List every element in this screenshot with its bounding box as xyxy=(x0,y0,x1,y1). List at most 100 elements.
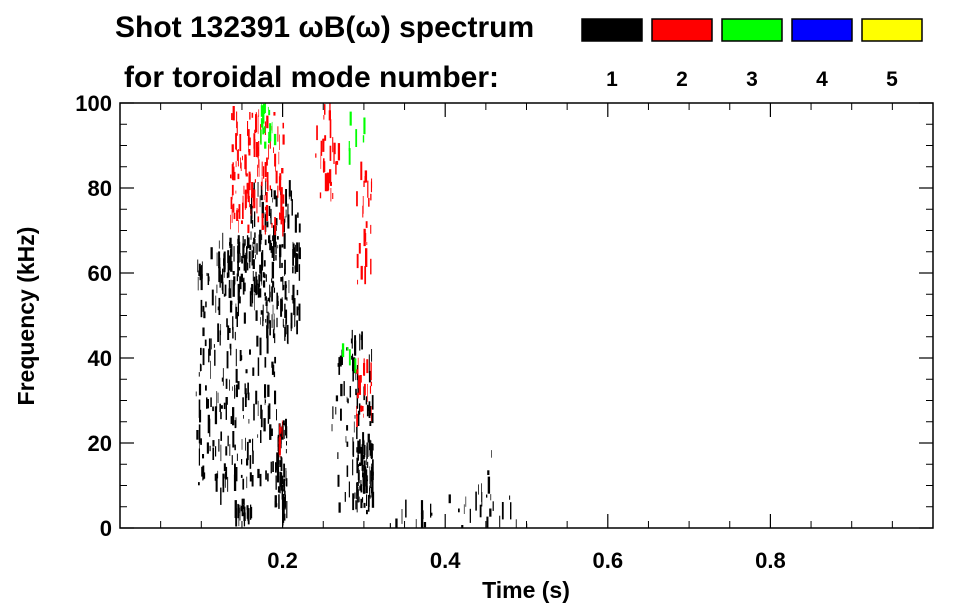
spectrum-mark-mode-3 xyxy=(355,129,358,147)
spectrum-mark-mode-2 xyxy=(232,162,234,166)
spectrum-mark-mode-1 xyxy=(198,424,201,444)
spectrum-mark-mode-1 xyxy=(229,237,232,249)
spectrum-mark-mode-1 xyxy=(356,482,358,496)
spectrum-mark-mode-1 xyxy=(369,495,371,499)
spectrum-mark-mode-3 xyxy=(261,105,263,111)
spectrum-mark-mode-1 xyxy=(211,338,213,350)
spectrum-mark-mode-1 xyxy=(355,366,357,381)
spectrum-mark-mode-1 xyxy=(240,505,243,512)
spectrum-mark-mode-1 xyxy=(225,466,228,480)
spectrum-mark-mode-1 xyxy=(257,283,260,295)
spectrum-mark-mode-2 xyxy=(278,151,280,165)
spectrum-mark-mode-2 xyxy=(257,164,258,177)
spectrum-mark-mode-1 xyxy=(230,416,233,424)
spectrum-mark-mode-1 xyxy=(292,243,295,257)
spectrum-mark-mode-3 xyxy=(341,343,345,358)
spectrum-mark-mode-1 xyxy=(261,201,264,218)
spectrum-mark-mode-3 xyxy=(349,111,352,126)
spectrum-mark-mode-3 xyxy=(262,105,265,124)
spectrum-mark-mode-1 xyxy=(237,245,239,254)
spectrum-mark-mode-2 xyxy=(232,106,235,121)
spectrum-mark-mode-2 xyxy=(261,213,264,230)
spectrum-mark-mode-1 xyxy=(290,190,293,201)
spectrum-mark-mode-1 xyxy=(367,433,370,443)
spectrum-mark-mode-1 xyxy=(343,381,345,396)
spectrum-mark-mode-1 xyxy=(279,460,282,467)
spectrum-mark-mode-1 xyxy=(276,465,280,483)
spectrum-mark-mode-1 xyxy=(232,326,234,339)
spectrum-mark-mode-3 xyxy=(348,349,351,366)
spectrum-mark-mode-1 xyxy=(243,312,246,324)
spectrum-mark-mode-1 xyxy=(206,272,208,276)
spectrum-mark-mode-2 xyxy=(238,204,241,219)
spectrum-mark-mode-1 xyxy=(335,395,339,402)
spectrum-mark-mode-1 xyxy=(368,354,370,374)
spectrum-mark-mode-1 xyxy=(254,289,256,294)
spectrum-mark-mode-1 xyxy=(264,357,267,368)
spectrum-mark-mode-2 xyxy=(273,147,275,153)
spectrum-mark-mode-1 xyxy=(283,496,285,515)
spectrum-mark-mode-1 xyxy=(239,276,242,290)
spectrum-mark-mode-1 xyxy=(270,461,272,474)
spectrum-mark-mode-2 xyxy=(356,405,357,416)
spectrum-mark-mode-1 xyxy=(285,319,287,335)
spectrum-mark-mode-2 xyxy=(230,174,232,179)
spectrum-mark-mode-1 xyxy=(283,324,285,328)
spectrum-mark-mode-1 xyxy=(250,504,252,520)
spectrum-mark-mode-1 xyxy=(271,364,275,375)
spectrum-mark-mode-1 xyxy=(515,519,517,528)
spectrum-mark-mode-3 xyxy=(260,105,263,117)
spectrum-mark-mode-1 xyxy=(294,265,297,274)
spectrum-mark-mode-1 xyxy=(218,297,221,315)
spectrum-mark-mode-1 xyxy=(220,487,222,505)
spectrum-mark-mode-1 xyxy=(356,447,359,453)
spectrum-mark-mode-1 xyxy=(401,509,403,524)
y-tick-label: 60 xyxy=(88,261,112,286)
spectrum-mark-mode-1 xyxy=(358,496,360,503)
spectrum-mark-mode-1 xyxy=(227,257,230,277)
spectrum-mark-mode-1 xyxy=(257,400,259,416)
spectrum-mark-mode-1 xyxy=(198,448,201,466)
spectrum-mark-mode-1 xyxy=(205,385,207,391)
spectrum-mark-mode-1 xyxy=(222,232,224,250)
spectrum-mark-mode-2 xyxy=(363,413,364,418)
spectrum-mark-mode-2 xyxy=(274,153,277,167)
y-tick-label: 40 xyxy=(88,346,112,371)
spectrum-mark-mode-1 xyxy=(286,297,288,301)
spectrum-mark-mode-1 xyxy=(247,392,250,401)
spectrum-mark-mode-2 xyxy=(255,142,259,158)
spectrum-mark-mode-1 xyxy=(210,397,212,407)
spectrum-mark-mode-1 xyxy=(225,378,228,389)
spectrum-mark-mode-1 xyxy=(371,395,374,410)
spectrum-mark-mode-1 xyxy=(368,406,370,411)
spectrum-mark-mode-1 xyxy=(244,282,246,292)
spectrum-mark-mode-2 xyxy=(247,129,250,146)
spectrum-mark-mode-2 xyxy=(279,175,282,192)
spectrum-mark-mode-1 xyxy=(201,265,203,281)
spectrum-mark-mode-1 xyxy=(239,507,241,521)
spectrum-mark-mode-1 xyxy=(281,262,283,268)
spectrum-mark-mode-1 xyxy=(261,234,263,240)
spectrum-mark-mode-2 xyxy=(243,185,245,195)
spectrum-mark-mode-1 xyxy=(246,246,248,259)
spectrum-mark-mode-1 xyxy=(291,295,293,301)
spectrum-mark-mode-1 xyxy=(292,284,295,304)
y-axis-label: Frequency (kHz) xyxy=(13,227,39,406)
plot-area: 0 20 40 60 80 100 0.2 0.4 0.6 0.8 xyxy=(75,91,934,573)
spectrum-mark-mode-1 xyxy=(261,271,263,286)
spectrum-mark-mode-2 xyxy=(240,162,242,171)
spectrum-mark-mode-1 xyxy=(363,444,366,455)
spectrum-mark-mode-1 xyxy=(259,245,261,249)
spectrum-mark-mode-3 xyxy=(273,133,277,146)
spectrum-mark-mode-1 xyxy=(362,454,365,460)
spectrum-mark-mode-1 xyxy=(248,251,251,263)
spectrum-mark-mode-1 xyxy=(200,274,203,291)
spectrum-mark-mode-1 xyxy=(227,250,230,263)
spectrum-mark-mode-1 xyxy=(487,476,491,494)
spectrum-mark-mode-1 xyxy=(344,492,346,502)
spectrum-mark-mode-1 xyxy=(232,271,235,275)
spectrum-mark-mode-1 xyxy=(246,505,249,510)
spectrum-mark-mode-2 xyxy=(356,191,358,207)
spectrum-mark-mode-2 xyxy=(274,217,276,236)
spectrum-mark-mode-2 xyxy=(263,195,265,201)
